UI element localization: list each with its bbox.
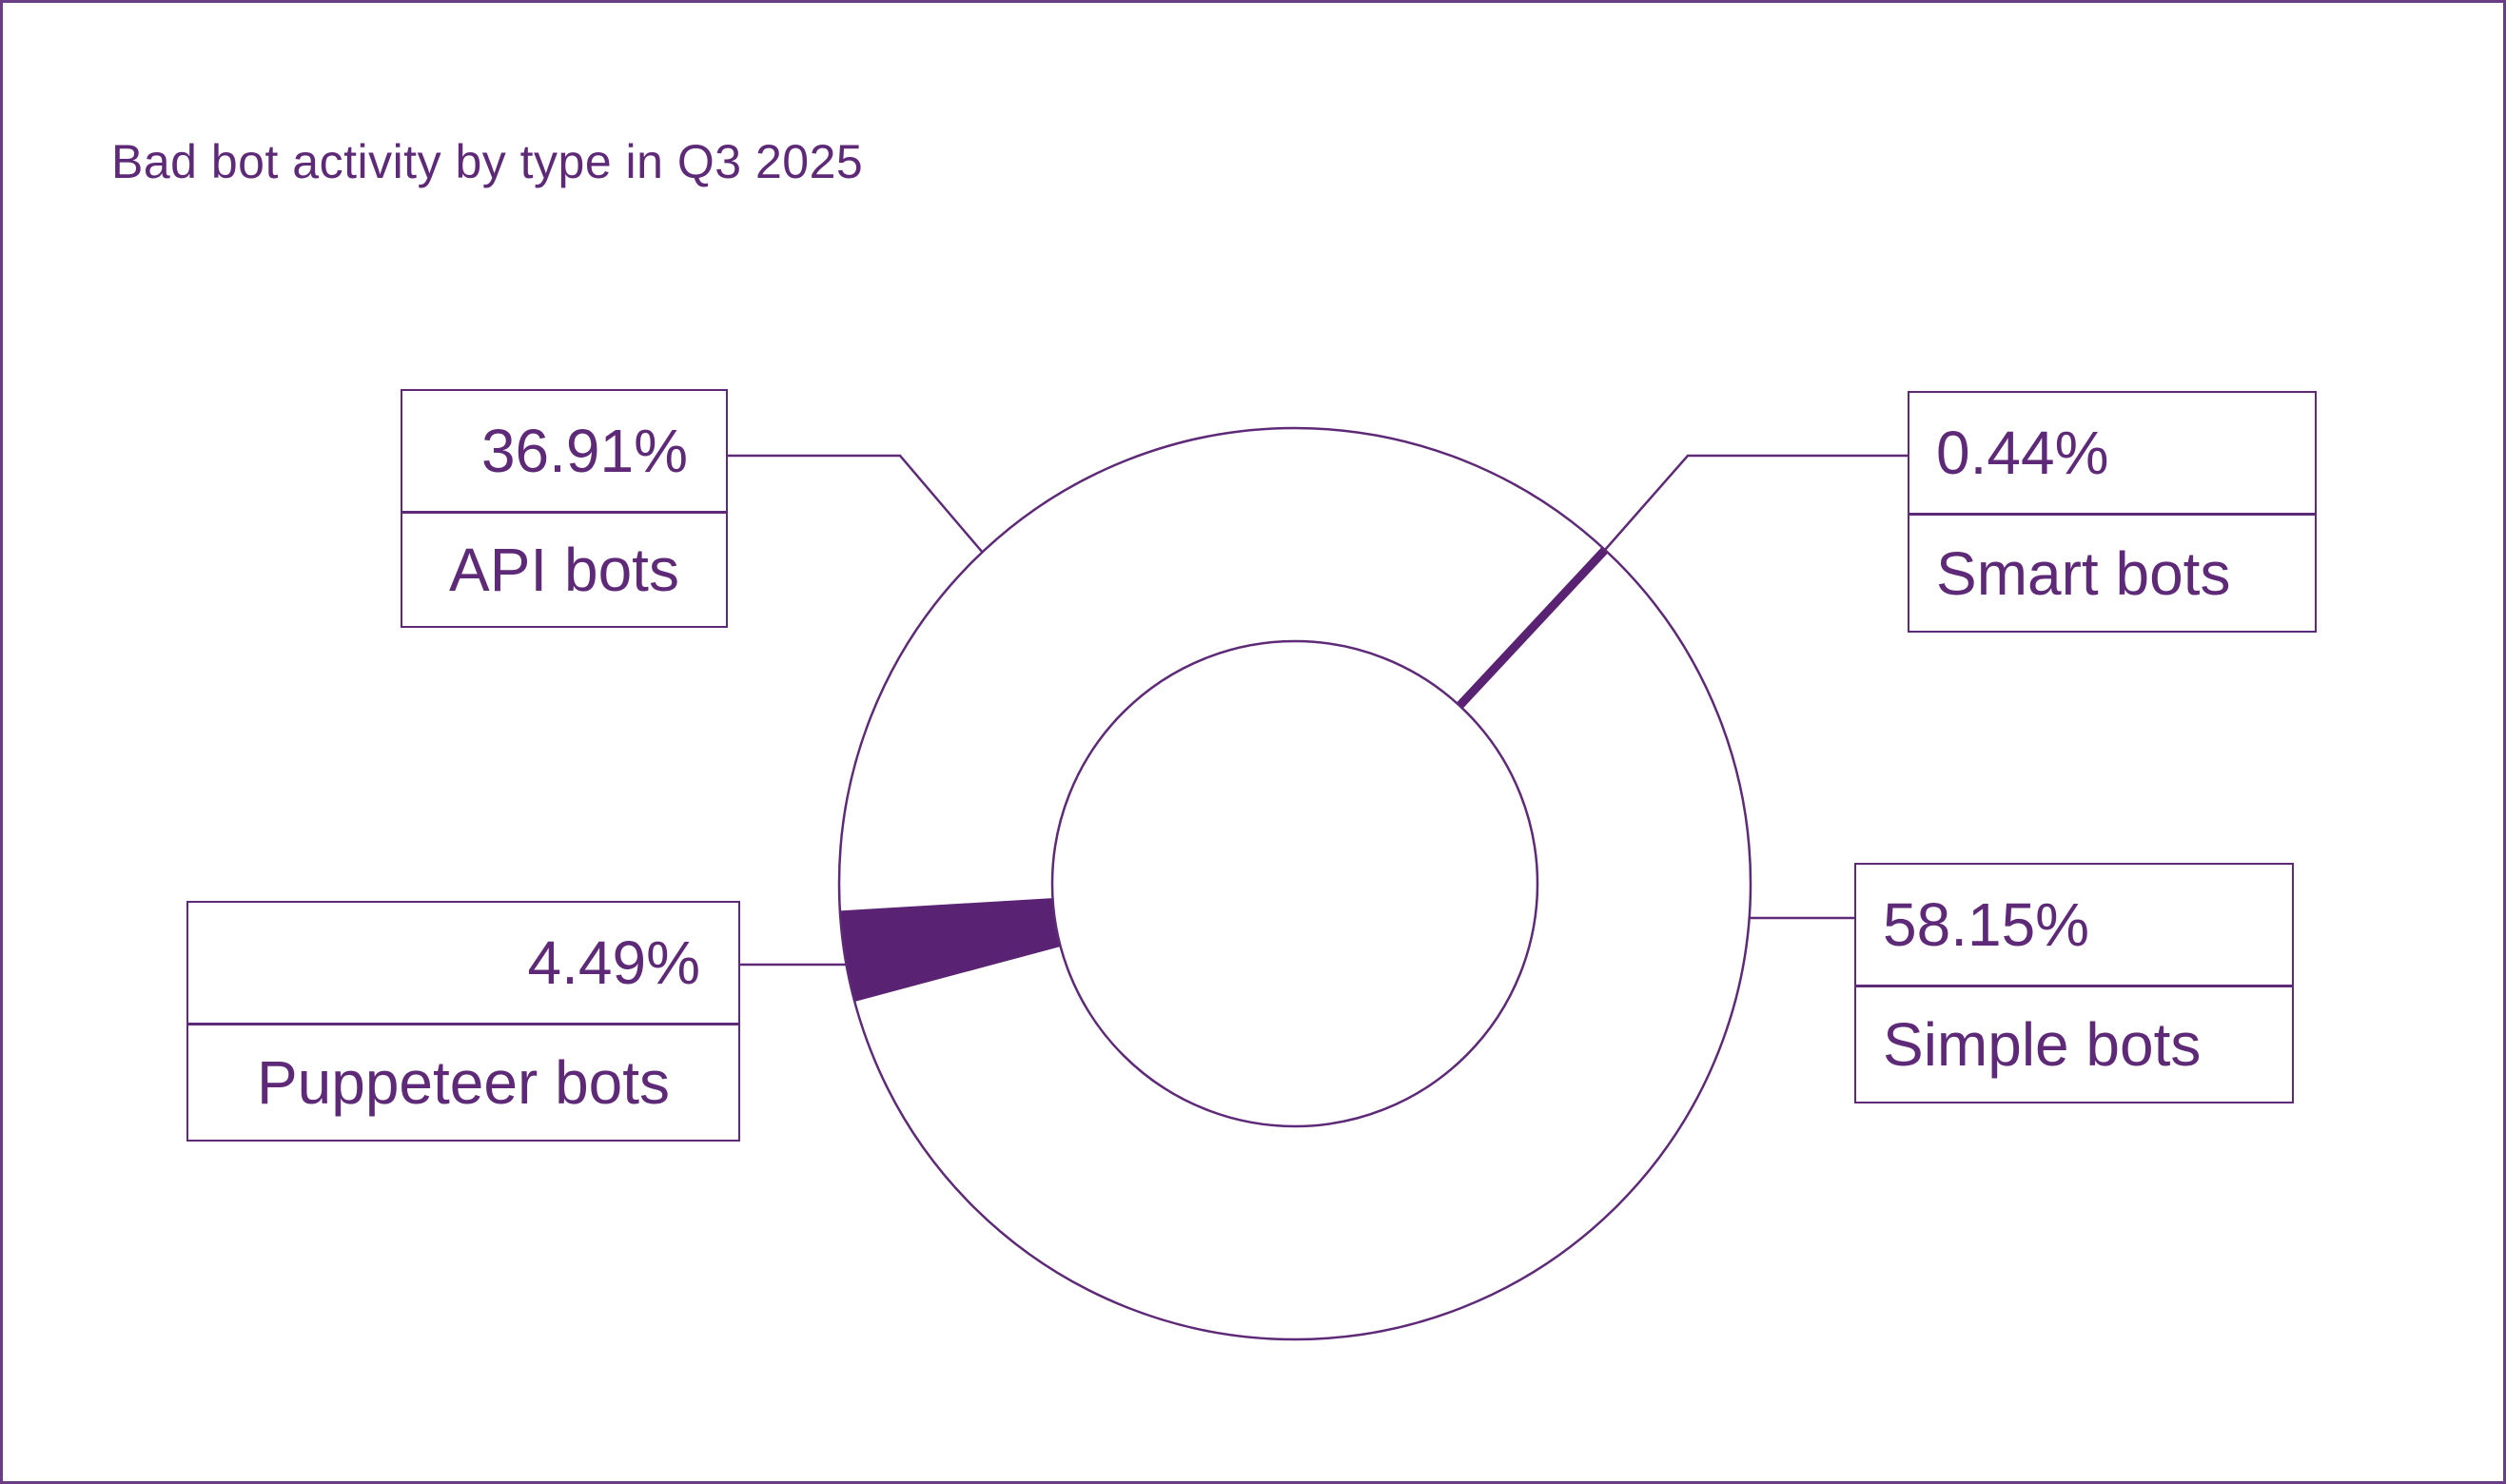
callout-value: 58.15% <box>1856 865 2292 987</box>
callout-label: Smart bots <box>1936 538 2231 608</box>
segment-puppeteer-bots <box>839 898 1061 1002</box>
donut-chart <box>728 426 1908 1341</box>
donut-inner-ring <box>1050 639 1539 1128</box>
callout-puppeteer-bots: 4.49% Puppeteer bots <box>186 901 740 1142</box>
callout-simple-bots: 58.15% Simple bots <box>1854 863 2294 1103</box>
callout-label: Simple bots <box>1883 1010 2202 1079</box>
leader-line-smart-bots <box>1604 454 1908 551</box>
leader-line-api-bots <box>728 454 984 554</box>
callout-label: API bots <box>449 536 679 604</box>
donut-outer-ring <box>837 426 1752 1341</box>
callout-api-bots: 36.91% API bots <box>401 389 728 628</box>
callout-value: 36.91% <box>402 391 726 514</box>
callout-label: Puppeteer bots <box>256 1048 671 1117</box>
segment-smart-bots <box>1456 546 1609 710</box>
callout-value: 4.49% <box>188 903 738 1025</box>
callout-smart-bots: 0.44% Smart bots <box>1908 391 2317 633</box>
chart-title: Bad bot activity by type in Q3 2025 <box>111 135 864 188</box>
callout-value: 0.44% <box>1909 393 2315 516</box>
